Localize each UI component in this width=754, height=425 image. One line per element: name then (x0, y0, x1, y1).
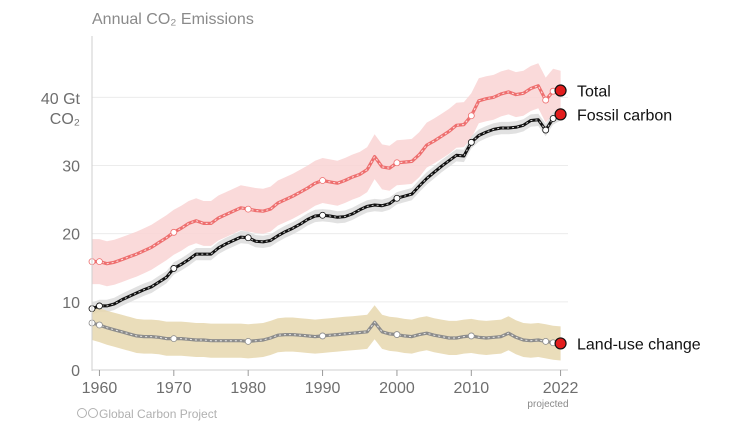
end-marker (554, 337, 567, 350)
data-point (319, 177, 326, 184)
data-point (319, 332, 326, 340)
uncertainty-band (92, 108, 561, 315)
y-ticks: 0 10 20 30 (62, 159, 80, 380)
y-tick-label: 20 (62, 227, 80, 244)
series-label: Fossil carbon (577, 107, 672, 124)
credit-logo (77, 408, 98, 418)
by-icon (88, 408, 98, 418)
x-tick-label: 2000 (379, 380, 415, 397)
x-ticks: 1960 1970 1980 1990 2000 2010 2022 (82, 370, 579, 397)
data-point (244, 205, 252, 213)
y-tick-label: 30 (62, 159, 80, 176)
series-line-dashes (91, 321, 561, 344)
data-point (467, 138, 475, 146)
data-point (96, 258, 103, 266)
data-point (542, 126, 550, 134)
y-axis-label-line-1: 40 Gt (41, 91, 81, 108)
end-markers (554, 84, 567, 350)
data-point (170, 228, 178, 236)
data-point (542, 96, 550, 104)
data-point (319, 211, 326, 219)
data-point (96, 321, 103, 329)
cc-icon (77, 408, 87, 418)
end-marker (554, 84, 567, 97)
x-tick-label: 1980 (230, 380, 266, 397)
data-point (467, 112, 475, 120)
series-line-dashes (92, 85, 561, 265)
uncertainty-band (92, 63, 561, 287)
data-point (244, 234, 252, 242)
series-label: Land-use change (577, 336, 701, 353)
x-tick-label: 1970 (156, 380, 192, 397)
x-tick-label: 2022 (543, 380, 579, 397)
x-axis-note: projected (527, 399, 568, 410)
end-marker (554, 108, 567, 121)
y-tick-label: 0 (71, 363, 80, 380)
data-point (467, 332, 475, 340)
bands (92, 63, 561, 361)
data-point (244, 337, 252, 345)
data-point (393, 331, 401, 338)
data-point (542, 337, 550, 345)
credit-text: Global Carbon Project (99, 407, 218, 421)
chart-title: Annual CO₂ Emissions (92, 11, 254, 28)
data-point (96, 302, 103, 310)
data-point (393, 159, 401, 167)
data-point (393, 194, 401, 202)
y-axis-label-line-2: CO₂ (50, 111, 80, 128)
uncertainty-band (92, 305, 561, 361)
y-tick-label: 10 (62, 295, 80, 312)
data-point (170, 265, 178, 272)
series-line (91, 113, 562, 311)
series-label: Total (577, 84, 611, 101)
x-tick-label: 1990 (305, 380, 341, 397)
series-lines (91, 84, 562, 345)
series-labels: Total Fossil carbon Land-use change (577, 84, 701, 354)
x-tick-label: 1960 (82, 380, 118, 397)
data-point (170, 335, 178, 343)
x-tick-label: 2010 (454, 380, 490, 397)
